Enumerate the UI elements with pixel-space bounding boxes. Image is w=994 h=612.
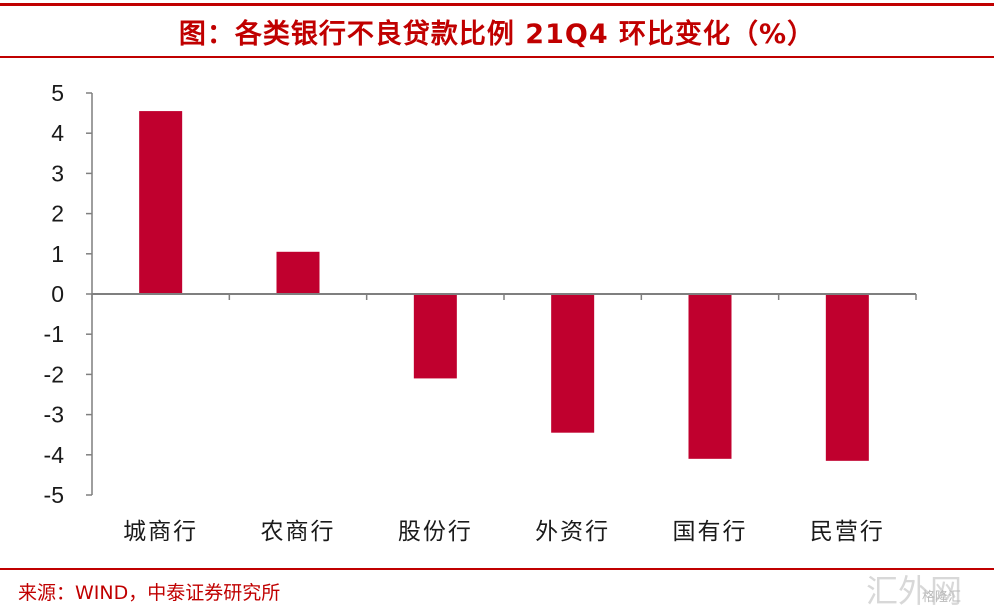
source-note: 来源：WIND，中泰证券研究所 xyxy=(18,582,281,604)
bar-chart: 5 4 3 2 1 0 -1 -2 -3 -4 -5 城商行 农商行 股份行 外资行 国有行 民营行 xyxy=(44,80,917,545)
y-tick-label: 1 xyxy=(51,241,64,267)
watermark-sub-logo: 格隆汇 xyxy=(922,590,962,605)
bar-4 xyxy=(688,294,732,459)
footer-rule xyxy=(0,568,994,570)
y-tick-label: 4 xyxy=(51,120,64,146)
bar-2 xyxy=(413,294,457,379)
bar-5 xyxy=(825,294,869,461)
bar-1 xyxy=(276,251,320,294)
y-tick-label: -5 xyxy=(44,482,64,508)
y-tick-label: -1 xyxy=(44,321,64,347)
y-tick-label: -3 xyxy=(44,402,64,428)
category-label: 国有行 xyxy=(673,519,748,545)
y-tick-label: 5 xyxy=(51,80,64,106)
category-label: 农商行 xyxy=(261,519,336,545)
y-tick-label: 0 xyxy=(51,281,64,307)
y-tick-label: -2 xyxy=(44,361,64,387)
category-label: 股份行 xyxy=(398,519,473,545)
title-bottom-rule xyxy=(0,56,994,58)
bar-0 xyxy=(139,111,183,294)
title-top-rule xyxy=(0,3,994,6)
category-label: 外资行 xyxy=(535,519,610,545)
y-tick-label: 2 xyxy=(51,201,64,227)
category-label: 城商行 xyxy=(123,519,198,545)
chart-title: 图：各类银行不良贷款比例 21Q4 环比变化（%） xyxy=(178,19,816,50)
y-tick-label: -4 xyxy=(44,442,65,468)
y-tick-label: 3 xyxy=(51,160,64,186)
category-label: 民营行 xyxy=(810,519,885,545)
watermark-logo: 汇外网 xyxy=(866,572,963,610)
bar-3 xyxy=(551,294,595,433)
title-bar: 图：各类银行不良贷款比例 21Q4 环比变化（%） xyxy=(0,0,994,58)
